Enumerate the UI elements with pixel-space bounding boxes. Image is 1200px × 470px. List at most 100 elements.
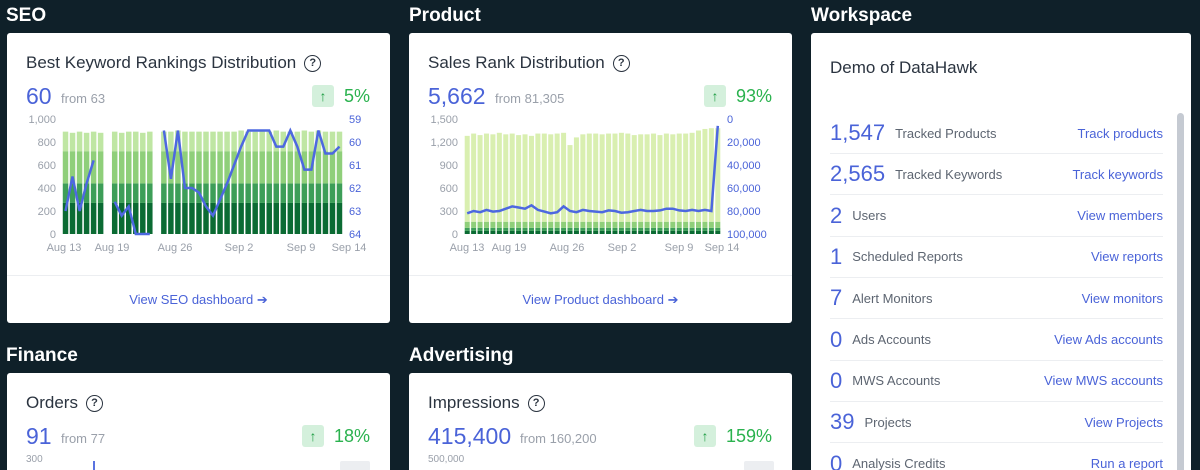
chart-bar [315,151,322,184]
section-title-seo: SEO [6,5,47,26]
y-tick-left: 1,500 [430,114,458,126]
chart-bar [280,202,287,234]
chart-bar [503,134,509,222]
y-tick-left: 400 [38,183,56,195]
workspace-row-link[interactable]: View monitors [1081,290,1163,306]
chart-bar [599,134,605,222]
chart-bar [280,131,287,152]
chart-bar [676,230,682,234]
chart-bar [336,151,343,184]
chart-bar [541,230,547,234]
section-title-product: Product [409,5,481,26]
chart-bar [567,230,573,234]
impressions-from: from 160,200 [520,431,597,446]
chart-bar [644,221,650,228]
chart-bar [715,230,721,234]
impressions-trend-value: 159% [725,425,772,446]
y-tick-right: 0 [727,114,733,126]
chart-bar [294,151,301,184]
x-tick: Aug 19 [95,242,130,254]
workspace-row-link[interactable]: View members [1077,208,1163,224]
chart-bar [586,133,592,222]
chart-bar [702,221,708,228]
chart-bar [203,131,209,152]
chart-bar [111,131,118,152]
chart-bar [535,230,541,234]
chart-bar [266,202,272,234]
chart-bar [554,133,560,222]
y-tick-left: 0 [50,229,56,241]
question-circle-icon[interactable]: ? [85,394,103,412]
product-footer-link[interactable]: View Product dashboard ➔ [409,275,792,323]
chart-bar [301,130,308,152]
chart-bar [464,221,470,228]
workspace-row-label: Tracked Products [895,125,997,141]
chart-bar [210,131,216,152]
chart-bar [708,128,714,222]
chart-bar [147,183,153,203]
workspace-row: 39 Projects View Projects [830,402,1163,444]
chart-bar [606,227,612,231]
chart-bar [670,134,676,222]
workspace-row-link[interactable]: Run a report [1090,456,1163,470]
chart-bar [496,132,502,222]
chart-bar [287,202,294,234]
chart-line [466,125,720,215]
x-tick: Aug 13 [450,242,485,254]
arrow-right-icon: ➔ [667,291,679,307]
question-circle-icon[interactable]: ? [304,54,322,72]
chart-bar [147,202,153,234]
workspace-row-link[interactable]: Track products [1077,125,1164,141]
chart-bar [561,227,567,231]
scrollbar[interactable] [1177,113,1184,470]
chart-bar [490,134,496,222]
chart-bar [294,131,301,152]
workspace-row-count: 0 [830,367,843,393]
chart-bar [83,183,90,203]
chart-bar [76,183,83,203]
workspace-row-count: 0 [830,450,843,470]
chart-bar [554,221,560,228]
chart-bar [631,221,637,228]
chart-bar [231,183,237,203]
workspace-row-link[interactable]: View reports [1090,249,1163,265]
chart-bar [490,230,496,234]
workspace-row-count: 1 [830,243,843,269]
chart-bar [308,183,315,203]
chart-bar [147,151,153,184]
chart-bar [535,221,541,228]
chart-bar [322,202,329,234]
chart-bar [294,202,301,234]
y-tick-left: 200 [38,206,56,218]
chart-bar [593,221,599,228]
seo-trend: ↑ 5% [311,85,370,107]
question-circle-icon[interactable]: ? [612,54,630,72]
chart-bar [715,221,721,228]
workspace-row-count: 2,565 [830,161,886,187]
chart-bar [586,227,592,231]
chart-bar [676,221,682,228]
workspace-card: Demo of DataHawk 1,547 Tracked Products Tr… [811,33,1191,470]
y-tick-right: 59 [349,114,361,126]
chart-bar [266,131,272,152]
workspace-row-link[interactable]: View Ads accounts [1054,332,1163,347]
seo-footer-link[interactable]: View SEO dashboard ➔ [7,275,390,323]
orders-value: 91 [26,423,52,449]
chart-bar [606,221,612,228]
workspace-row-link[interactable]: Track keywords [1072,166,1163,182]
workspace-row-link[interactable]: View MWS accounts [1044,373,1163,389]
chart-bar [509,230,515,234]
chart-bar [133,183,139,203]
chart-bar [663,133,669,222]
chart-bar [606,133,612,222]
chart-bar [522,221,528,228]
chart-bar [464,227,470,231]
question-circle-icon[interactable]: ? [527,394,545,412]
impressions-value: 415,400 [428,423,512,449]
workspace-row-label: Projects [864,414,912,430]
product-from: from 81,305 [495,91,565,106]
chart-bar [683,230,689,234]
chart-bar [528,135,534,222]
chart-bar [516,135,522,222]
workspace-row-link[interactable]: View Projects [1084,414,1163,430]
